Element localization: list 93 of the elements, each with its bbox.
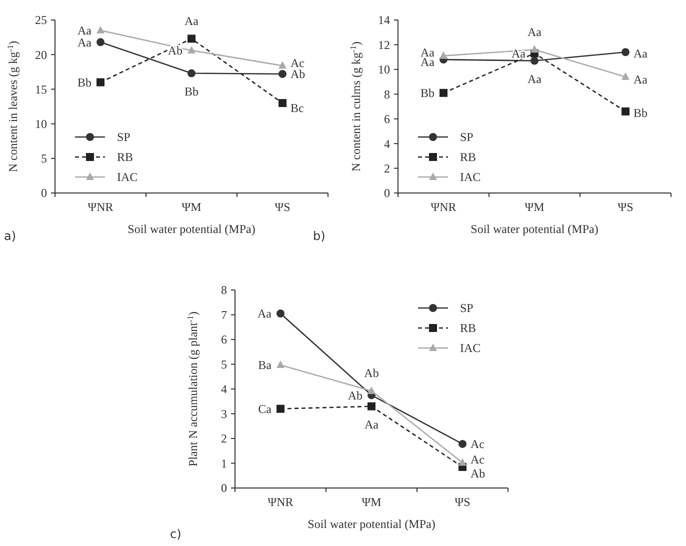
y-tick-label: 14	[378, 13, 390, 28]
legend-label: RB	[460, 321, 476, 336]
annotation: Aa	[634, 46, 648, 61]
point	[458, 458, 466, 466]
legend-label: SP	[460, 130, 474, 144]
point	[188, 34, 196, 43]
y-tick-label: 5	[41, 152, 47, 166]
annotation: Ba	[258, 358, 272, 372]
point	[530, 45, 538, 53]
y-tick-label: 8	[221, 283, 227, 298]
y-tick-label: 2	[221, 432, 227, 446]
annotation: Bc	[290, 101, 304, 116]
legend-label: SP	[117, 130, 131, 144]
point	[530, 56, 538, 65]
point	[622, 72, 630, 80]
y-tick-label: 12	[378, 38, 390, 52]
annotation: Bb	[184, 84, 199, 98]
point	[278, 99, 286, 108]
point	[188, 69, 196, 78]
legend-label: IAC	[460, 170, 481, 184]
point	[188, 46, 196, 54]
point	[440, 88, 448, 97]
point	[622, 48, 630, 56]
y-tick-label: 4	[221, 382, 227, 396]
point	[458, 440, 466, 448]
y-tick-label: 25	[35, 13, 47, 28]
point	[96, 38, 104, 46]
y-tick-label: 10	[35, 117, 47, 131]
legend-label: IAC	[460, 341, 481, 356]
y-tick-label: 6	[221, 332, 227, 347]
point	[368, 402, 376, 410]
y-tick-label: 2	[384, 161, 390, 176]
point	[368, 386, 376, 394]
x-tick-label: ΨM	[182, 200, 202, 214]
y-tick-label: 7	[221, 308, 227, 322]
x-tick-label: ΨM	[524, 200, 545, 214]
x-axis-title: Soil water potential (MPa)	[470, 222, 598, 236]
y-tick-label: 20	[35, 48, 47, 62]
annotation: Aa	[634, 72, 648, 87]
text: b)	[313, 229, 326, 243]
x-tick-label: ΨS	[454, 495, 470, 509]
legend-label: IAC	[117, 170, 138, 184]
point	[622, 107, 630, 116]
point	[440, 51, 448, 59]
annotation: Ab	[364, 366, 379, 380]
annotation: Aa	[364, 418, 380, 432]
y-tick-label: 6	[384, 112, 390, 126]
legend-label: RB	[460, 150, 476, 164]
x-axis-title: Soil water potential (MPa)	[128, 222, 256, 236]
point	[276, 360, 284, 368]
x-tick-label: ΨS	[274, 200, 290, 214]
x-tick-label: ΨNR	[268, 495, 294, 509]
text: c)	[170, 527, 182, 541]
y-tick-label: 10	[378, 62, 390, 77]
annotation: Bb	[634, 106, 648, 120]
annotation: Aa	[528, 24, 542, 39]
y-tick-label: 0	[384, 186, 390, 200]
text: a)	[4, 229, 16, 243]
x-tick-label: ΨNR	[88, 200, 114, 214]
y-tick-label: 0	[221, 481, 227, 496]
point	[96, 26, 104, 34]
y-tick-label: 5	[221, 357, 227, 372]
annotation: Aa	[512, 46, 526, 61]
annotation: Ca	[258, 402, 272, 416]
x-tick-label: ΨM	[362, 495, 382, 509]
point	[278, 61, 286, 69]
annotation: Ac	[470, 452, 484, 467]
annotation: Ab	[348, 388, 362, 402]
point	[276, 404, 284, 413]
y-tick-label: 4	[384, 136, 390, 151]
annotation: Ab	[470, 466, 486, 480]
y-tick-label: 1	[221, 456, 227, 470]
annotation: Aa	[258, 306, 272, 321]
y-tick-label: 0	[41, 186, 47, 200]
legend-label: RB	[117, 150, 134, 164]
annotation: Aa	[184, 14, 200, 28]
annotation: Ab	[168, 44, 182, 58]
annotation: Aa	[528, 72, 542, 86]
annotation: Bb	[420, 86, 434, 100]
y-tick-label: 8	[384, 87, 390, 102]
point	[278, 70, 286, 78]
y-tick-label: 15	[35, 82, 47, 96]
x-tick-label: ΨNR	[430, 200, 456, 214]
point	[276, 310, 284, 318]
point	[96, 78, 104, 86]
annotation: Aa	[78, 35, 92, 50]
y-tick-label: 3	[221, 406, 227, 421]
annotation: Bb	[77, 75, 92, 90]
x-axis-title: Soil water potential (MPa)	[308, 517, 436, 531]
x-tick-label: ΨS	[618, 200, 634, 214]
legend-label: SP	[460, 301, 474, 316]
annotation: Aa	[78, 24, 92, 38]
annotation: Ac	[470, 437, 484, 452]
